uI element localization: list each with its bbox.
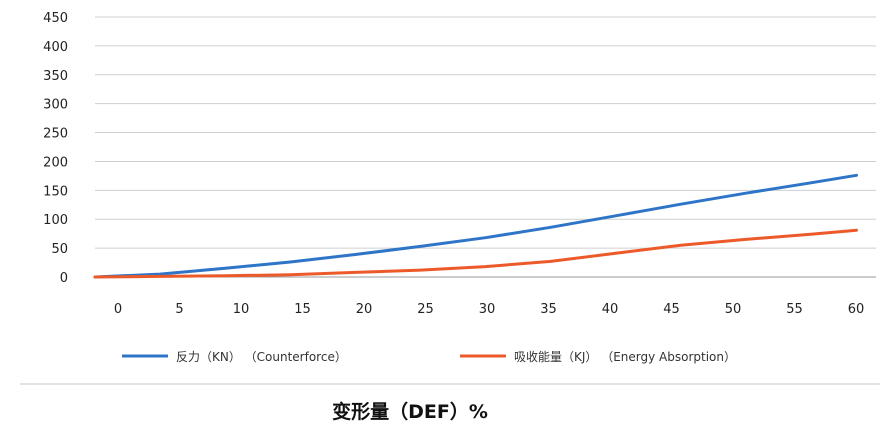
x-tick-label-40: 40 [602,302,619,317]
y-axis-ticks: 0 50 100 150 200 250 300 350 400 450 [43,11,68,286]
y-tick-label-400: 400 [43,40,68,55]
y-tick-label-250: 250 [43,127,68,142]
series-lines [93,173,858,279]
x-tick-label-45: 45 [663,302,680,317]
legend-label-1: 吸收能量（KJ） （Energy Absorption） [514,350,736,364]
series-line-0 [93,173,858,279]
x-tick-label-0: 0 [114,302,122,317]
x-tick-label-5: 5 [175,302,183,317]
y-tick-label-150: 150 [43,184,68,199]
x-tick-label-35: 35 [540,302,557,317]
x-tick-label-60: 60 [848,302,865,317]
x-tick-label-15: 15 [294,302,311,317]
x-tick-label-25: 25 [417,302,434,317]
x-tick-label-10: 10 [233,302,250,317]
y-tick-label-100: 100 [43,213,68,228]
series-line-1 [93,228,858,279]
x-tick-label-50: 50 [725,302,742,317]
y-tick-label-50: 50 [51,242,68,257]
y-tick-label-300: 300 [43,98,68,113]
x-tick-label-20: 20 [356,302,373,317]
y-tick-label-450: 450 [43,11,68,26]
x-tick-label-30: 30 [479,302,496,317]
y-tick-label-350: 350 [43,69,68,84]
x-tick-label-55: 55 [786,302,803,317]
legend: 反力（KN） （Counterforce） 吸收能量（KJ） （Energy Ab… [122,350,736,364]
x-axis-ticks: 0 5 10 15 20 25 30 35 40 45 50 55 60 [114,302,864,317]
x-axis-label: 变形量（DEF）% [332,400,488,423]
y-tick-label-200: 200 [43,155,68,170]
y-tick-label-0: 0 [60,271,68,286]
legend-label-0: 反力（KN） （Counterforce） [176,350,347,364]
gridlines [95,16,876,278]
